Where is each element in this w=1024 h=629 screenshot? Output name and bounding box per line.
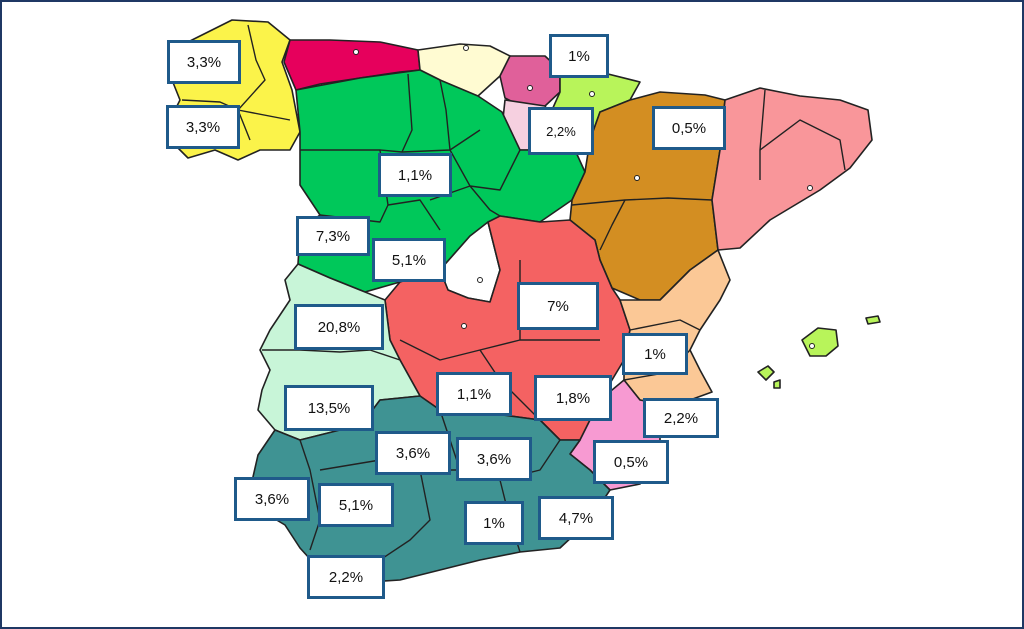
label-granada: 1%	[464, 501, 524, 545]
label-cadiz: 2,2%	[307, 555, 385, 599]
capital-palma	[809, 343, 815, 349]
label-castilla-leon-south: 5,1%	[372, 238, 446, 282]
label-pais-vasco: 1%	[549, 34, 609, 78]
capital-pamplona	[589, 91, 595, 97]
label-alicante: 2,2%	[643, 398, 719, 438]
capital-oviedo	[353, 49, 359, 55]
label-almeria: 4,7%	[538, 496, 614, 540]
label-navarra: 2,2%	[528, 107, 594, 155]
label-albacete: 1,8%	[534, 375, 612, 421]
region-cataluna	[711, 87, 873, 251]
label-jaen-west: 3,6%	[375, 431, 451, 475]
label-murcia: 0,5%	[593, 440, 669, 484]
label-castilla-leon-west: 7,3%	[296, 216, 370, 256]
capital-toledo	[461, 323, 467, 329]
label-jaen-east: 3,6%	[456, 437, 532, 481]
region-baleares-mallorca	[801, 327, 839, 357]
region-baleares-formentera	[773, 379, 781, 389]
region-baleares-ibiza	[757, 365, 775, 381]
region-baleares-menorca	[865, 315, 881, 325]
label-ciudad-real: 1,1%	[436, 372, 512, 416]
label-cuenca: 7%	[517, 282, 599, 330]
capital-vitoria	[527, 85, 533, 91]
capital-santander	[463, 45, 469, 51]
label-badajoz: 13,5%	[284, 385, 374, 431]
label-sevilla: 5,1%	[318, 483, 394, 527]
capital-barcelona	[807, 185, 813, 191]
label-galicia-north: 3,3%	[167, 40, 241, 84]
label-valencia: 1%	[622, 333, 688, 375]
label-castilla-leon-north: 1,1%	[378, 153, 452, 197]
label-huelva: 3,6%	[234, 477, 310, 521]
capital-madrid	[477, 277, 483, 283]
label-aragon: 0,5%	[652, 106, 726, 150]
capital-zaragoza	[634, 175, 640, 181]
label-caceres: 20,8%	[294, 304, 384, 350]
label-galicia-south: 3,3%	[166, 105, 240, 149]
